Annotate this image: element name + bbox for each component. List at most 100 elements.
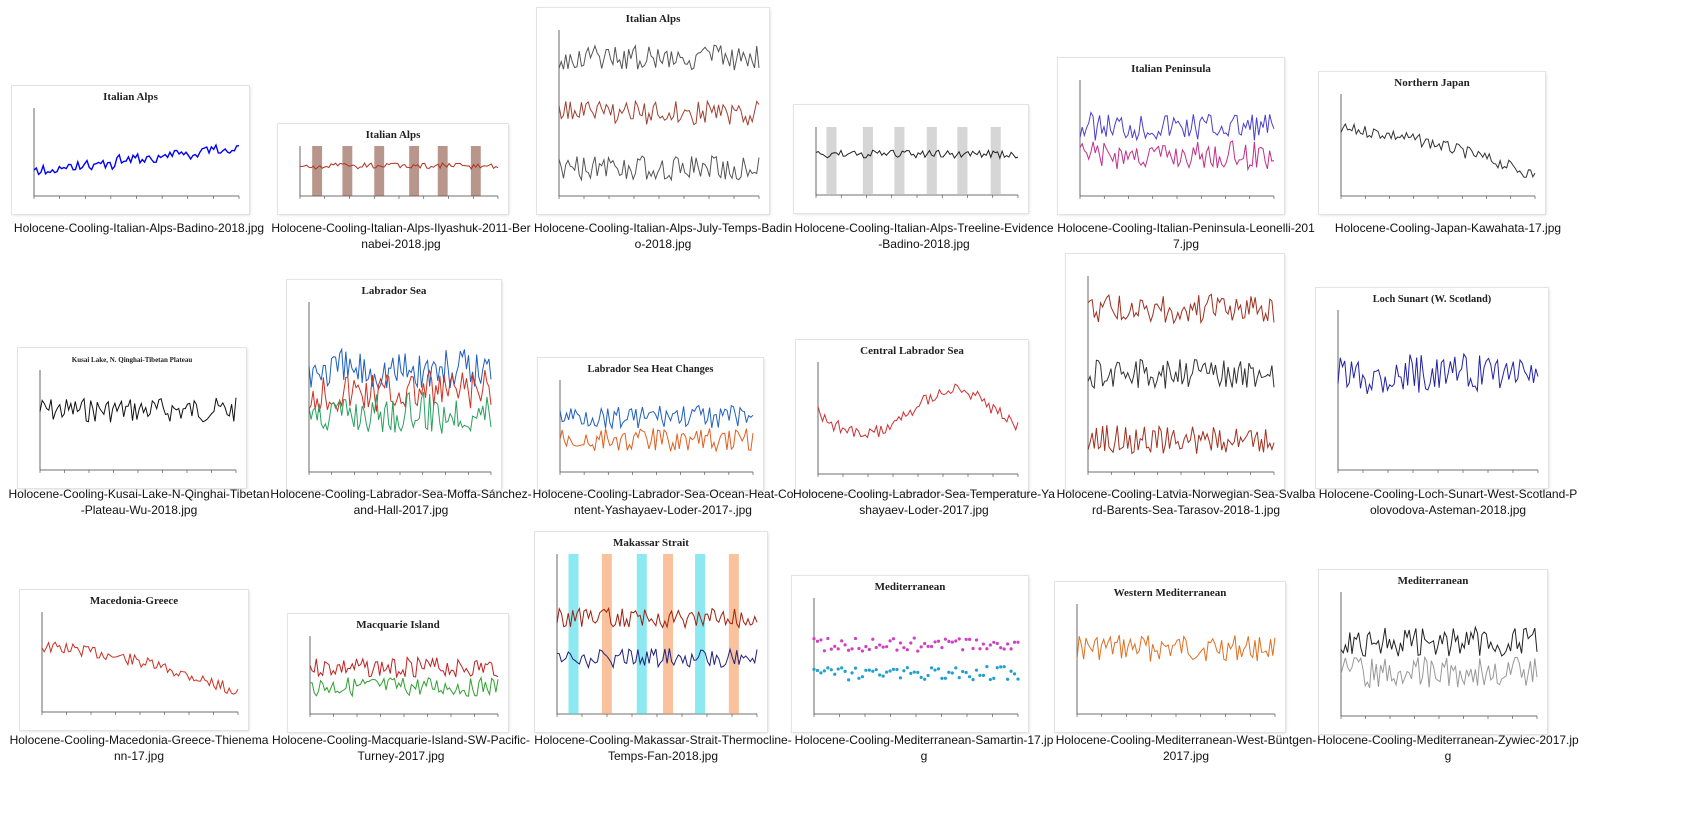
data-line [815, 149, 1019, 160]
data-line [308, 391, 492, 434]
file-thumbnail[interactable]: Loch Sunart (W. Scotland) [1316, 288, 1548, 488]
shaded-band [601, 554, 612, 714]
file-item[interactable]: Northern Japan Holocene-Cooling-Japan-Kaw… [1317, 0, 1579, 262]
file-thumbnail[interactable]: Macedonia-Greece [20, 590, 248, 730]
file-item[interactable]: Macquarie Island Holocene-Cooling-Macquar… [270, 522, 532, 784]
thumbnail-axes [813, 598, 1018, 715]
data-point [964, 637, 968, 641]
thumbnail-title: Macedonia-Greece [90, 595, 178, 607]
data-line [299, 161, 499, 170]
data-line [33, 143, 240, 176]
data-point [912, 636, 916, 640]
data-point [864, 645, 868, 649]
data-line [41, 641, 239, 695]
data-point [812, 667, 816, 671]
thumbnail-chart: Italian Alps [33, 91, 240, 199]
file-name-label[interactable]: Holocene-Cooling-Labrador-Sea-Moffa-Sánc… [270, 487, 532, 517]
data-point [905, 666, 909, 670]
file-name-label[interactable]: Holocene-Cooling-Kusai-Lake-N-Qinghai-Ti… [8, 487, 270, 517]
file-item[interactable]: Holocene-Cooling-Italian-Alps-Treeline-E… [793, 0, 1055, 262]
file-thumbnail[interactable]: Western Mediterranean [1055, 582, 1285, 732]
data-line [558, 154, 760, 182]
file-name-label[interactable]: Holocene-Cooling-Italian-Alps-Badino-201… [13, 221, 265, 235]
file-name-label[interactable]: Holocene-Cooling-Makassar-Strait-Thermoc… [534, 733, 792, 763]
file-name-label[interactable]: Holocene-Cooling-Loch-Sunart-West-Scotla… [1318, 487, 1578, 517]
file-name-label[interactable]: Holocene-Cooling-Italian-Peninsula-Leone… [1057, 221, 1315, 251]
file-item[interactable]: Italian Alps Holocene-Cooling-Italian-Alp… [270, 0, 532, 262]
file-name-label[interactable]: Holocene-Cooling-Italian-Alps-Treeline-E… [794, 221, 1054, 251]
file-thumbnail[interactable]: Central Labrador Sea [796, 340, 1028, 492]
file-name-label[interactable]: Holocene-Cooling-Mediterranean-Zywiec-20… [1317, 733, 1579, 763]
file-name-label[interactable]: Holocene-Cooling-Mediterranean-West-Bünt… [1055, 733, 1317, 763]
data-line [39, 397, 237, 423]
data-point [995, 641, 999, 646]
file-item[interactable]: Central Labrador Sea Holocene-Cooling-Lab… [793, 262, 1055, 524]
file-item[interactable]: Macedonia-Greece Holocene-Cooling-Macedon… [8, 522, 270, 784]
file-thumbnail[interactable]: Macquarie Island [288, 614, 508, 732]
data-line [558, 99, 760, 126]
file-thumbnail[interactable]: Makassar Strait [535, 532, 767, 732]
thumbnail-title: Italian Alps [626, 13, 681, 25]
file-item[interactable]: Holocene-Cooling-Latvia-Norwegian-Sea-Sv… [1055, 254, 1317, 524]
file-item[interactable]: Mediterranean Holocene-Cooling-Mediterran… [1317, 522, 1579, 784]
data-point [898, 641, 903, 645]
file-item[interactable]: Makassar Strait Holocene-Cooling-Makassar… [532, 522, 794, 784]
data-point [967, 637, 972, 641]
data-point [974, 668, 979, 672]
thumbnail-chart: Central Labrador Sea [817, 345, 1019, 477]
file-thumbnail[interactable]: Mediterranean [1319, 570, 1547, 734]
data-point [981, 642, 986, 646]
file-thumbnail[interactable]: Labrador Sea [287, 280, 501, 490]
file-name-label[interactable]: Holocene-Cooling-Japan-Kawahata-17.jpg [1334, 221, 1562, 235]
file-thumbnail[interactable]: Italian Alps [537, 8, 769, 214]
file-thumbnail[interactable]: Kusai Lake, N. Qinghai-Tibetan Plateau [18, 348, 246, 488]
data-point [864, 668, 868, 672]
data-line [559, 428, 754, 453]
shaded-band [409, 146, 420, 196]
thumbnail-title: Italian Alps [103, 91, 158, 103]
file-item[interactable]: Italian Peninsula Holocene-Cooling-Italia… [1055, 0, 1317, 262]
file-item[interactable]: Loch Sunart (W. Scotland) Holocene-Coolin… [1316, 262, 1579, 524]
shaded-band [470, 146, 481, 196]
file-item[interactable]: Italian Alps Holocene-Cooling-Italian-Alp… [532, 0, 794, 262]
file-name-label[interactable]: Holocene-Cooling-Macquarie-Island-SW-Pac… [272, 733, 530, 763]
file-name-label[interactable]: Holocene-Cooling-Italian-Alps-July-Temps… [533, 221, 793, 251]
file-thumbnail[interactable]: Italian Peninsula [1058, 58, 1284, 214]
data-point [919, 675, 923, 679]
data-point [923, 677, 927, 681]
file-item[interactable]: Labrador Sea Heat Changes Holocene-Coolin… [532, 262, 794, 524]
file-name-label[interactable]: Holocene-Cooling-Macedonia-Greece-Thiene… [9, 733, 269, 763]
file-name-label[interactable]: Holocene-Cooling-Italian-Alps-Ilyashuk-2… [271, 221, 531, 251]
shaded-band [663, 554, 674, 714]
data-point [815, 668, 820, 673]
thumbnail-chart: Makassar Strait [556, 537, 758, 717]
data-point [905, 648, 909, 652]
thumbnail-chart: Macquarie Island [309, 619, 499, 717]
data-point [878, 643, 882, 647]
file-thumbnail[interactable] [1066, 254, 1284, 490]
file-name-label[interactable]: Holocene-Cooling-Labrador-Sea-Temperatur… [793, 487, 1055, 517]
file-thumbnail[interactable]: Mediterranean [792, 576, 1028, 732]
thumbnail-title: Labrador Sea [362, 285, 427, 297]
file-thumbnail[interactable]: Italian Alps [12, 86, 249, 214]
file-name-label[interactable]: Holocene-Cooling-Labrador-Sea-Ocean-Heat… [532, 487, 794, 517]
file-item[interactable]: Kusai Lake, N. Qinghai-Tibetan Plateau Ho… [8, 262, 270, 524]
data-point [846, 678, 851, 682]
data-point [981, 673, 986, 677]
data-point [978, 673, 982, 677]
data-line [559, 404, 754, 430]
file-name-label[interactable]: Holocene-Cooling-Latvia-Norwegian-Sea-Sv… [1056, 487, 1316, 517]
file-item[interactable]: Western Mediterranean Holocene-Cooling-Me… [1055, 522, 1317, 784]
file-thumbnail[interactable]: Northern Japan [1319, 72, 1545, 214]
data-point [850, 647, 854, 651]
thumbnail-title: Labrador Sea Heat Changes [588, 364, 714, 375]
file-item[interactable]: Italian Alps Holocene-Cooling-Italian-Alp… [8, 0, 270, 262]
file-name-label[interactable]: Holocene-Cooling-Mediterranean-Samartin-… [794, 733, 1054, 763]
file-item[interactable]: Labrador Sea Holocene-Cooling-Labrador-Se… [270, 262, 532, 524]
file-thumbnail[interactable]: Italian Alps [278, 124, 508, 214]
file-thumbnail[interactable]: Labrador Sea Heat Changes [538, 358, 763, 490]
shaded-band [990, 127, 1001, 195]
file-item[interactable]: Mediterranean Holocene-Cooling-Mediterran… [792, 522, 1055, 784]
file-thumbnail[interactable] [794, 105, 1028, 213]
thumbnail-axes [556, 554, 757, 715]
